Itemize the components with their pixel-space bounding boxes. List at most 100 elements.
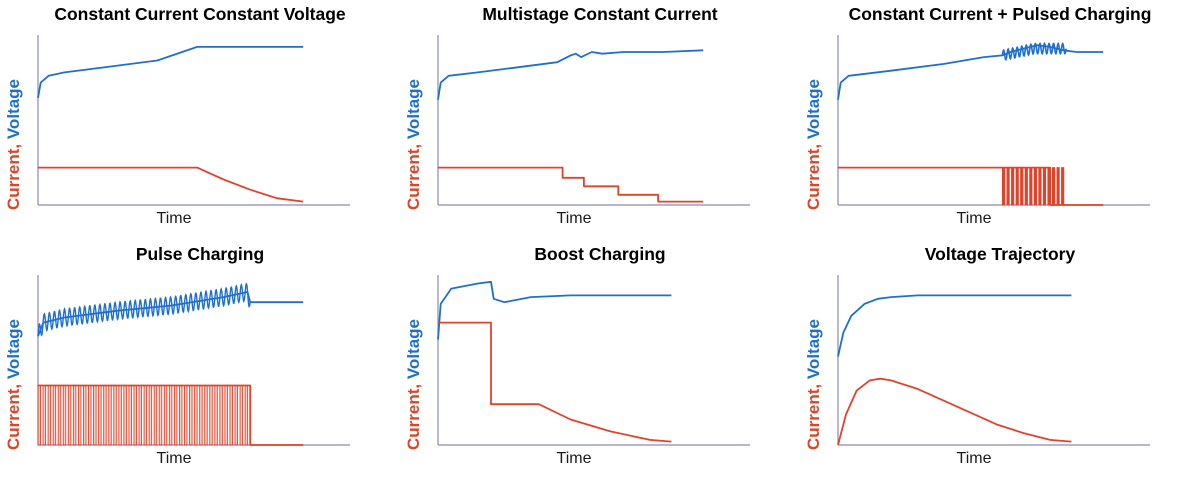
current-pulse	[214, 385, 218, 446]
current-pulse	[189, 385, 193, 446]
current-pulse	[1006, 167, 1010, 206]
current-pulse	[103, 385, 107, 446]
chart-title: Multistage Constant Current	[482, 4, 718, 24]
current-pulse	[143, 385, 148, 446]
current-pulse	[219, 385, 223, 446]
current-pulse	[173, 385, 178, 446]
voltage-series-line	[437, 280, 672, 340]
current-pulse	[163, 385, 168, 446]
current-pulse	[168, 385, 173, 446]
y-axis-label-current: Current,	[404, 143, 423, 210]
current-pulse	[1001, 167, 1006, 206]
plot-area	[837, 35, 1150, 206]
y-axis-label-voltage: Voltage	[404, 79, 423, 140]
current-pulse	[113, 385, 117, 446]
current-pulse	[1051, 167, 1056, 206]
y-axis-label-current: Current,	[804, 383, 823, 450]
current-pulse	[229, 385, 233, 446]
x-axis-label: Time	[156, 210, 192, 227]
y-axis-label-current: Current,	[4, 143, 23, 210]
current-pulse	[128, 385, 132, 446]
current-pulse	[204, 385, 208, 446]
chart-panel: Voltage Trajectory Current, Voltage Time	[800, 240, 1200, 480]
current-pulse	[194, 385, 198, 446]
x-axis-label: Time	[556, 450, 592, 467]
current-pulses	[37, 385, 249, 446]
current-pulse	[244, 385, 249, 446]
y-axis-label-voltage: Voltage	[804, 319, 823, 380]
current-pulse	[1029, 167, 1033, 206]
current-pulse	[138, 385, 143, 446]
x-axis-label: Time	[956, 210, 992, 227]
current-pulse	[1015, 167, 1019, 206]
current-series-line	[38, 384, 304, 446]
current-pulse	[1056, 167, 1060, 206]
current-pulse	[1020, 167, 1024, 206]
current-pulse	[57, 385, 62, 446]
current-pulse	[1042, 167, 1047, 206]
x-axis-label: Time	[156, 450, 192, 467]
plot-area	[437, 275, 750, 446]
y-axis-label-voltage: Voltage	[804, 79, 823, 140]
current-pulse	[1033, 167, 1037, 206]
current-pulse	[123, 385, 127, 446]
current-pulse	[158, 385, 163, 446]
voltage-series-line	[837, 294, 1072, 357]
chart-panel: Boost Charging Current, Voltage Time	[400, 240, 800, 480]
current-series-line	[837, 377, 1072, 446]
x-axis-label: Time	[956, 450, 992, 467]
current-pulse	[184, 385, 188, 446]
current-pulse	[1038, 167, 1042, 206]
voltage-series-line	[837, 44, 1104, 100]
current-pulse	[98, 385, 102, 446]
chart-panel: Constant Current Constant Voltage Current…	[0, 0, 400, 240]
voltage-series-line	[437, 49, 704, 100]
plot-area	[37, 35, 350, 206]
current-pulse	[108, 385, 112, 446]
plot-area	[837, 275, 1150, 446]
chart-panel: Multistage Constant Current Current, Volt…	[400, 0, 800, 240]
current-pulse	[234, 385, 238, 446]
current-pulse	[42, 385, 47, 446]
current-pulse	[72, 385, 77, 446]
current-pulse	[178, 385, 183, 446]
voltage-ripple	[1001, 41, 1067, 61]
current-pulse	[83, 385, 87, 446]
chart-title: Pulse Charging	[135, 244, 265, 264]
y-axis-label-voltage: Voltage	[4, 79, 23, 140]
y-axis-label-current: Current,	[4, 383, 23, 450]
chart-panel: Constant Current + Pulsed Charging Curren…	[800, 0, 1200, 240]
current-pulse	[153, 385, 158, 446]
current-series-line	[38, 166, 304, 203]
plot-area	[37, 275, 350, 446]
current-pulse	[239, 385, 244, 446]
y-axis-label-voltage: Voltage	[4, 319, 23, 380]
y-axis-label-current: Current,	[404, 383, 423, 450]
x-axis-label: Time	[556, 210, 592, 227]
chart-title: Constant Current Constant Voltage	[54, 4, 346, 24]
current-pulse	[88, 385, 92, 446]
current-pulse	[209, 385, 213, 446]
current-pulse	[1061, 167, 1065, 206]
current-series-line	[438, 321, 672, 443]
current-pulse	[199, 385, 203, 446]
plot-area	[437, 35, 750, 206]
chart-title: Constant Current + Pulsed Charging	[848, 4, 1152, 24]
current-pulse	[133, 385, 137, 446]
chart-panel: Pulse Charging Current, Voltage Time	[0, 240, 400, 480]
current-pulse	[77, 385, 82, 446]
current-series-line	[838, 166, 1104, 206]
y-axis-label-current: Current,	[804, 143, 823, 210]
chart-title: Boost Charging	[534, 244, 666, 264]
voltage-series-line	[37, 46, 304, 99]
current-pulse	[224, 385, 228, 446]
current-pulse	[1024, 167, 1028, 206]
current-series-line	[438, 166, 704, 203]
current-pulse	[37, 385, 41, 446]
y-axis-label-voltage: Voltage	[404, 319, 423, 380]
current-pulses	[1001, 167, 1065, 206]
current-pulse	[67, 385, 72, 446]
current-pulse	[148, 385, 153, 446]
current-pulse	[62, 385, 67, 446]
